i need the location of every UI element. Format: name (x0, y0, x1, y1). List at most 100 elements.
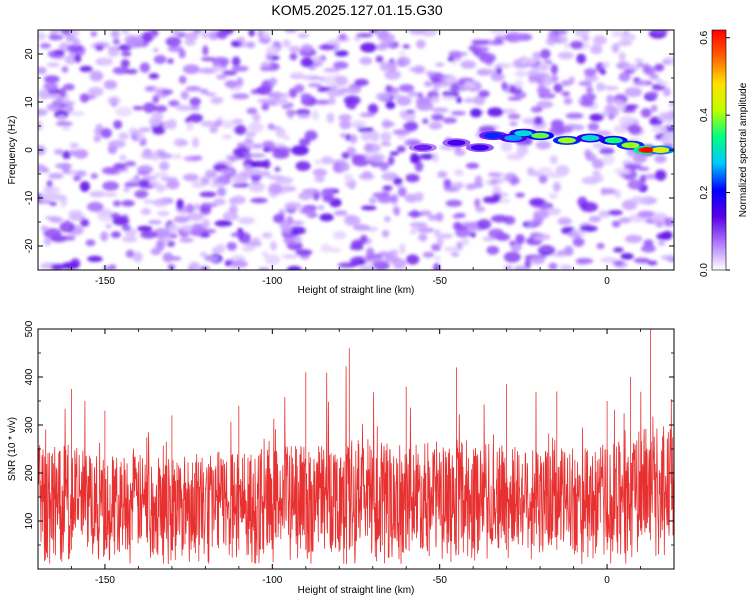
heatmap-cell (43, 82, 59, 91)
heatmap-cell (155, 152, 173, 159)
heatmap-cell (121, 51, 132, 57)
heatmap-cell (150, 247, 162, 256)
snr-series-line (38, 329, 674, 565)
heatmap-cell (411, 225, 419, 231)
heatmap-cell (654, 154, 667, 164)
snr-x-ticks: -150 -100 -50 0 (37, 329, 675, 586)
heatmap-cell (179, 237, 194, 243)
heatmap-cell (487, 107, 504, 117)
heatmap-cell (379, 61, 390, 72)
x-tick-label: -50 (432, 575, 447, 586)
heatmap-cell (252, 113, 261, 122)
heatmap-cell (215, 243, 226, 254)
heatmap-cell (180, 90, 189, 100)
heatmap-cell (441, 95, 456, 101)
heatmap-cell (384, 216, 391, 223)
colorbar-tick-label: 0.6 (699, 30, 710, 44)
heatmap-cell (509, 240, 516, 246)
heatmap-cell (563, 42, 572, 49)
heatmap-cell (382, 185, 393, 191)
heatmap-cell (651, 212, 668, 223)
heatmap-cell (125, 249, 135, 258)
heatmap-cell (628, 124, 642, 135)
heatmap-cell (602, 61, 610, 69)
heatmap-cell (343, 173, 354, 183)
heatmap-cell (618, 72, 631, 82)
heatmap-cell (248, 30, 255, 37)
heatmap-cell (494, 35, 507, 40)
heatmap-cell (165, 36, 182, 47)
heatmap-cell (572, 237, 585, 247)
heatmap-cell (439, 233, 454, 239)
heatmap-cell (295, 109, 311, 116)
heatmap-cell (282, 39, 291, 48)
heatmap-cell (178, 75, 187, 85)
heatmap-cell (349, 102, 357, 110)
heatmap-cell (430, 96, 440, 103)
heatmap-cell (455, 228, 471, 238)
heatmap-cell (326, 112, 335, 124)
heatmap-cell (403, 121, 419, 131)
heatmap-cell (213, 198, 226, 206)
heatmap-cell (479, 52, 496, 64)
heatmap-cell (411, 209, 418, 219)
heatmap-cell (176, 198, 185, 210)
heatmap-cell (186, 203, 194, 214)
heatmap-cell (589, 113, 604, 122)
heatmap-cell (299, 75, 314, 80)
heatmap-cell (85, 239, 96, 247)
heatmap-cell (482, 236, 495, 242)
heatmap-cell (182, 64, 200, 74)
heatmap-cell (402, 44, 411, 49)
heatmap-cell (178, 49, 186, 59)
heatmap-cell (553, 83, 563, 93)
heatmap-cell (222, 70, 238, 76)
heatmap-cell (261, 232, 273, 239)
heatmap-cell (659, 80, 669, 87)
heatmap-cell (556, 30, 568, 35)
heatmap-cell (148, 73, 160, 80)
heatmap-cell (68, 209, 83, 219)
heatmap-cell (600, 111, 610, 117)
heatmap-cell (560, 80, 572, 86)
heatmap-cell (651, 125, 668, 134)
heatmap-cell (183, 32, 199, 41)
heatmap-cell (387, 61, 397, 73)
heatmap-cell (115, 106, 132, 117)
heatmap-cell (152, 198, 169, 207)
x-tick-label: -100 (262, 575, 282, 586)
snr-panel: -150 -100 -50 0 500 400 300 200 100 Height of s… (7, 320, 675, 596)
heatmap-cell (284, 201, 302, 211)
heatmap-cell (53, 49, 65, 55)
heatmap-cell (640, 108, 652, 118)
heatmap-cell (637, 62, 644, 67)
heatmap-cell (359, 112, 375, 118)
heatmap-cell (242, 244, 255, 252)
heatmap-cell (537, 166, 553, 176)
heatmap-cell (598, 210, 611, 218)
heatmap-cell (67, 44, 83, 53)
heatmap-cell (333, 61, 349, 70)
heatmap-cell (73, 175, 81, 182)
heatmap-cell (592, 142, 606, 149)
heatmap-cell (384, 69, 402, 80)
heatmap-cell (215, 74, 228, 80)
heatmap-cell (90, 30, 98, 37)
heatmap-cell (73, 54, 82, 63)
spectrogram-x-axis-label: Height of straight line (km) (298, 285, 415, 296)
heatmap-cell (231, 260, 248, 268)
heatmap-cell (398, 84, 415, 93)
heatmap-cell (455, 96, 463, 104)
heatmap-ridge-core (531, 132, 550, 139)
colorbar-tick-label: 0.4 (699, 108, 710, 122)
heatmap-cell (404, 109, 416, 114)
heatmap-cell (201, 31, 211, 39)
heatmap-cell (202, 219, 211, 229)
heatmap-cell (281, 254, 299, 259)
heatmap-cell (501, 81, 508, 91)
heatmap-cell (73, 149, 89, 159)
heatmap-cell (188, 113, 204, 123)
heatmap-cell (448, 50, 463, 58)
heatmap-cell (419, 210, 432, 217)
heatmap-cell (660, 254, 674, 261)
